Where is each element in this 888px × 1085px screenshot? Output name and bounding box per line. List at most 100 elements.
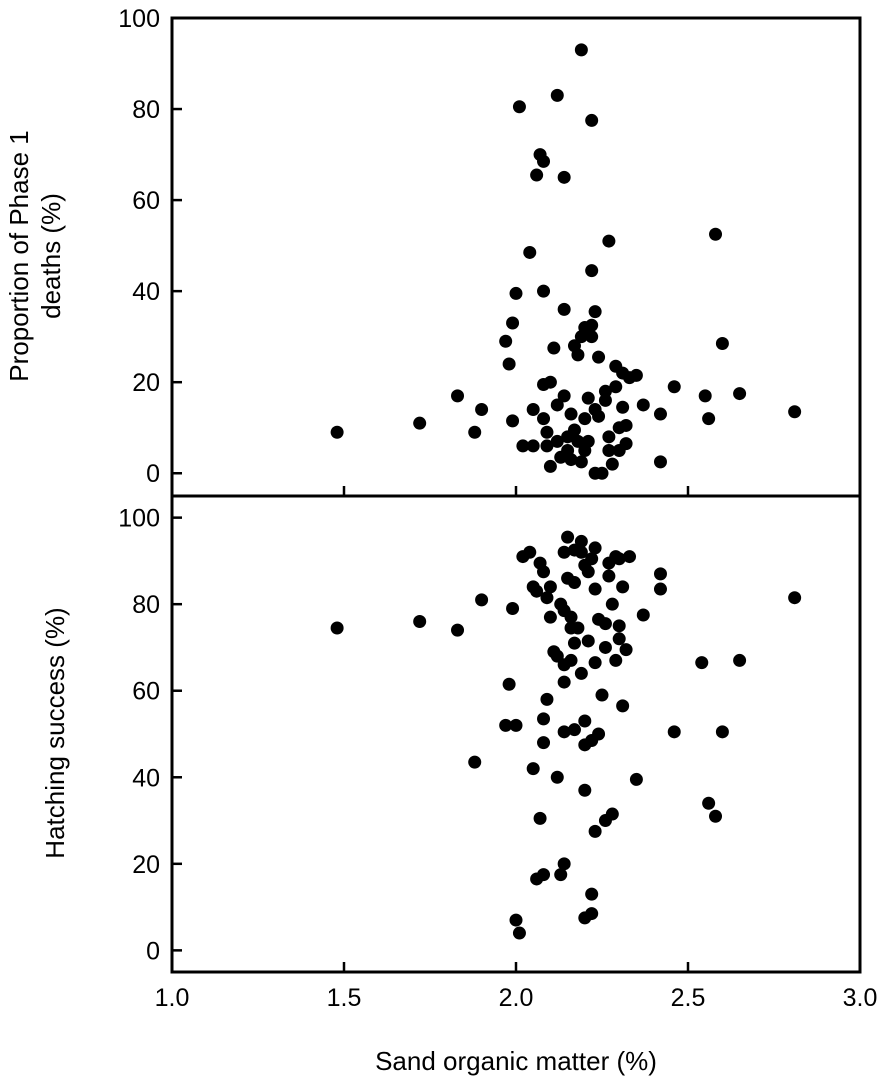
top-data-point [506, 316, 520, 330]
top-y-tick-label: 60 [132, 187, 160, 215]
top-data-point [526, 439, 540, 453]
top-y-tick-label: 40 [132, 278, 160, 306]
bottom-data-point [540, 692, 554, 706]
x-tick-label: 3.0 [843, 984, 878, 1012]
bottom-x-ticks: 1.0 1.5 2.0 2.5 3.0 [155, 962, 878, 1012]
bottom-data-point [653, 582, 667, 596]
top-data-point [475, 403, 489, 417]
top-data-point [451, 389, 465, 403]
top-data-point [564, 407, 578, 421]
top-y-tick-label: 0 [146, 460, 160, 488]
bottom-y-axis-label: Hatching success (%) [40, 607, 70, 858]
top-y-tick-label: 20 [132, 369, 160, 397]
top-data-point [547, 341, 561, 355]
top-data-point [667, 380, 681, 394]
top-data-point [499, 334, 513, 348]
bottom-data-point [788, 591, 802, 605]
bottom-data-point [564, 610, 578, 624]
bottom-data-point [623, 550, 637, 564]
bottom-data-point [595, 688, 609, 702]
top-data-point [619, 437, 633, 451]
bottom-data-point [509, 913, 523, 927]
bottom-y-ticks: 0 20 40 60 80 100 [118, 505, 182, 965]
bottom-data-point [585, 887, 599, 901]
bottom-data-point [609, 653, 623, 667]
top-data-point [653, 455, 667, 469]
bottom-panel: 0 20 40 60 80 100 1.0 1.5 2.0 2.5 3.0 Hatching su… [40, 494, 878, 1076]
bottom-data-point [629, 772, 643, 786]
bottom-data-point [561, 530, 575, 544]
top-data-point [330, 425, 344, 439]
top-data-point [602, 430, 616, 444]
top-data-point [585, 318, 599, 332]
top-data-point [588, 305, 602, 319]
bottom-data-point [526, 762, 540, 776]
top-data-point [540, 439, 554, 453]
top-data-point [715, 336, 729, 350]
top-data-point [602, 443, 616, 457]
bottom-data-point [653, 567, 667, 581]
bottom-data-point [733, 653, 747, 667]
bottom-data-point [667, 725, 681, 739]
bottom-data-point [557, 675, 571, 689]
bottom-data-point [612, 632, 626, 646]
top-data-point [619, 418, 633, 432]
bottom-data-point [557, 545, 571, 559]
bottom-data-point [616, 699, 630, 713]
bottom-data-point [543, 580, 557, 594]
bottom-data-point [499, 718, 513, 732]
bottom-data-point [571, 621, 585, 635]
bottom-y-tick-label: 80 [132, 591, 160, 619]
bottom-data-point [330, 621, 344, 635]
top-data-point [788, 405, 802, 419]
bottom-data-point [451, 623, 465, 637]
top-data-point [609, 380, 623, 394]
bottom-data-point [537, 565, 551, 579]
top-data-point [592, 409, 606, 423]
top-y-axis-label-line2: deaths (%) [36, 193, 66, 319]
bottom-data-point [567, 636, 581, 650]
x-tick-label: 1.0 [155, 984, 190, 1012]
bottom-y-tick-label: 100 [118, 505, 160, 533]
bottom-data-point [581, 634, 595, 648]
bottom-data-point [588, 656, 602, 670]
top-data-point [702, 412, 716, 426]
bottom-data-point [574, 545, 588, 559]
top-data-point [537, 412, 551, 426]
top-data-point [578, 412, 592, 426]
bottom-data-point [468, 755, 482, 769]
top-data-point [698, 389, 712, 403]
bottom-data-point [709, 809, 723, 823]
x-tick-label: 2.5 [671, 984, 706, 1012]
top-data-point [574, 455, 588, 469]
top-data-point [564, 453, 578, 467]
bottom-data-point [602, 569, 616, 583]
top-data-point [523, 245, 537, 259]
top-data-point [585, 113, 599, 127]
bottom-data-point [509, 718, 523, 732]
top-data-point [516, 439, 530, 453]
bottom-data-point [543, 610, 557, 624]
top-data-point [616, 400, 630, 414]
bottom-data-point [588, 582, 602, 596]
bottom-data-point [581, 565, 595, 579]
bottom-data-point [605, 597, 619, 611]
top-data-point [598, 384, 612, 398]
top-data-point [540, 425, 554, 439]
bottom-data-point [567, 576, 581, 590]
top-data-point [636, 398, 650, 412]
top-data-point [567, 423, 581, 437]
bottom-data-point [537, 868, 551, 882]
bottom-data-point [530, 584, 544, 598]
bottom-data-point [588, 824, 602, 838]
top-y-axis-label-line1: Proportion of Phase 1 [4, 130, 34, 382]
top-data-point [602, 234, 616, 248]
bottom-data-point [585, 552, 599, 566]
bottom-data-point [475, 593, 489, 607]
top-data-point [509, 286, 523, 300]
top-y-ticks: 0 20 40 60 80 100 [118, 5, 862, 496]
bottom-data-point [574, 666, 588, 680]
bottom-data-point [715, 725, 729, 739]
top-data-point [550, 88, 564, 102]
